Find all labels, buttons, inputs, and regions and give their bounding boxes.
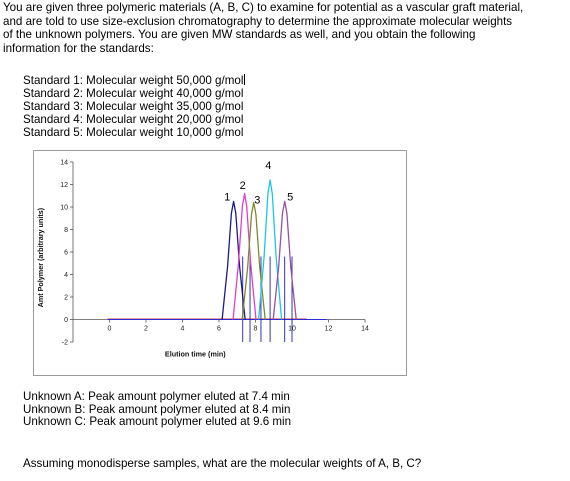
x-tick-label: 4: [181, 326, 185, 333]
peak-label-5: 5: [287, 191, 293, 203]
peak-series-2: [232, 192, 257, 320]
peak-label-2: 2: [240, 180, 246, 192]
peak-series-4: [257, 179, 283, 320]
question-text: Assuming monodisperse samples, what are …: [23, 457, 422, 470]
y-tick-label: -2: [62, 340, 68, 347]
y-tick-label: 12: [60, 182, 68, 189]
x-tick-label: 0: [108, 326, 112, 333]
standard-2: Standard 2: Molecular weight 40,000 g/mo…: [23, 87, 244, 101]
peak-series-3: [241, 201, 266, 320]
x-tick-label: 14: [361, 326, 369, 333]
text-cursor: [244, 74, 246, 85]
peak-label-1: 1: [224, 191, 230, 203]
y-tick-label: 14: [60, 160, 68, 167]
y-tick-label: 6: [64, 250, 68, 257]
unknown-a: Unknown A: Peak amount polymer eluted at…: [23, 390, 290, 403]
peak-series-1: [221, 200, 246, 320]
y-tick-label: 2: [64, 295, 68, 302]
y-axis-title: Amt Polymer (arbitrary units): [36, 207, 45, 307]
intro-line: information for the standards:: [3, 41, 154, 55]
peak-series-5: [272, 200, 297, 320]
standard-3: Standard 3: Molecular weight 35,000 g/mo…: [23, 100, 244, 114]
standard-1: Standard 1: Molecular weight 50,000 g/mo…: [23, 74, 246, 87]
standards-list: Standard 1: Molecular weight 50,000 g/mo…: [23, 74, 246, 140]
y-tick-label: 8: [64, 227, 68, 234]
standard-4: Standard 4: Molecular weight 20,000 g/mo…: [23, 113, 244, 127]
peak-label-4: 4: [265, 160, 271, 172]
y-tick-label: 4: [64, 272, 68, 279]
x-tick-label: 2: [144, 326, 148, 333]
intro-line: of the unknown polymers. You are given M…: [3, 28, 476, 42]
unknown-b: Unknown B: Peak amount polymer eluted at…: [23, 402, 291, 416]
unknown-c: Unknown C: Peak amount polymer eluted at…: [23, 415, 292, 429]
peak-label-3: 3: [254, 195, 260, 207]
x-tick-label: 12: [325, 326, 333, 333]
chromatogram-svg: -20246810121402468101214Elution time (mi…: [33, 150, 407, 376]
x-tick-label: 6: [217, 326, 221, 333]
x-tick-label: 8: [254, 326, 258, 333]
standard-1-text: Standard 1: Molecular weight 50,000 g/mo…: [23, 74, 244, 87]
intro-line: and are told to use size-exclusion chrom…: [3, 14, 513, 28]
chromatogram-chart: -20246810121402468101214Elution time (mi…: [33, 150, 407, 376]
standard-5: Standard 5: Molecular weight 10,000 g/mo…: [23, 126, 244, 140]
chart-frame: [33, 150, 407, 376]
x-axis-title: Elution time (min): [165, 350, 226, 359]
problem-intro: You are given three polymeric materials …: [3, 1, 567, 55]
unknowns-list: Unknown A: Peak amount polymer eluted at…: [23, 390, 292, 429]
y-tick-label: 10: [60, 205, 68, 212]
intro-line: You are given three polymeric materials …: [3, 1, 524, 14]
y-tick-label: 0: [64, 317, 68, 324]
